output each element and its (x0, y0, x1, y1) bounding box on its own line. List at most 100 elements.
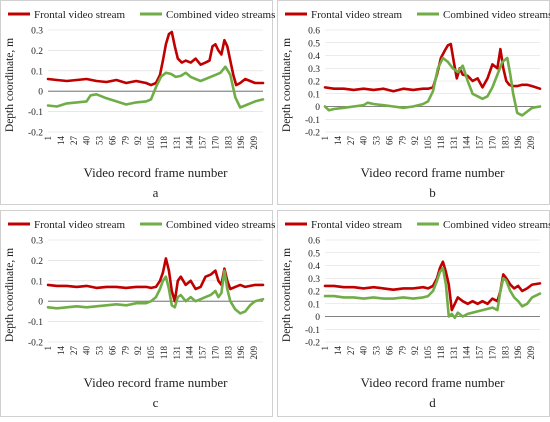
x-tick-label: 66 (107, 136, 117, 146)
x-tick-label: 79 (397, 136, 407, 146)
x-tick-label: 144 (462, 346, 472, 360)
x-tick-label: 105 (423, 346, 433, 360)
y-tick-label: -0.1 (28, 318, 43, 328)
panel-label: a (153, 185, 159, 200)
x-axis-label: Video record frame number (361, 375, 506, 390)
x-tick-label: 196 (236, 346, 246, 360)
x-tick-label: 1 (320, 136, 330, 141)
x-tick-label: 92 (410, 136, 420, 145)
x-tick-label: 14 (333, 136, 343, 146)
x-tick-label: 66 (384, 346, 394, 356)
x-tick-label: 196 (236, 136, 246, 150)
x-tick-label: 66 (384, 136, 394, 146)
x-tick-label: 131 (449, 136, 459, 150)
x-tick-label: 40 (82, 346, 92, 356)
x-tick-label: 170 (210, 346, 220, 360)
x-tick-label: 14 (56, 136, 66, 146)
x-tick-label: 118 (436, 136, 446, 150)
y-tick-label: -0.2 (28, 339, 43, 349)
x-tick-label: 118 (159, 136, 169, 150)
x-tick-label: 183 (500, 136, 510, 150)
x-tick-label: 157 (198, 346, 208, 360)
x-tick-label: 170 (487, 136, 497, 150)
x-tick-label: 144 (185, 136, 195, 150)
y-tick-label: -0.1 (305, 326, 320, 336)
y-tick-label: 0.3 (31, 27, 43, 37)
x-tick-label: 92 (133, 346, 143, 355)
y-tick-label: 0.2 (308, 78, 320, 88)
x-tick-label: 79 (120, 136, 130, 146)
x-tick-label: 170 (210, 136, 220, 150)
x-axis-label: Video record frame number (361, 165, 506, 180)
x-tick-label: 79 (397, 346, 407, 356)
y-tick-label: 0.1 (31, 277, 43, 287)
x-tick-label: 209 (526, 346, 536, 360)
x-tick-label: 144 (185, 346, 195, 360)
x-tick-label: 79 (120, 346, 130, 356)
y-tick-label: 0.2 (308, 288, 320, 298)
x-tick-label: 1 (43, 346, 53, 351)
y-tick-label: 0.3 (308, 275, 320, 285)
x-tick-label: 66 (107, 346, 117, 356)
x-tick-label: 105 (146, 136, 156, 150)
x-axis-label: Video record frame number (84, 375, 229, 390)
y-tick-label: 0.6 (308, 27, 320, 37)
y-axis-label: Depth coordinate, m (281, 248, 293, 342)
legend-label-combined: Combined video streams (166, 9, 275, 21)
x-tick-label: 157 (475, 136, 485, 150)
x-tick-label: 92 (410, 346, 420, 355)
x-axis-label: Video record frame number (84, 165, 229, 180)
y-axis-label: Depth coordinate, m (4, 248, 16, 342)
y-tick-label: 0 (38, 88, 43, 98)
y-tick-label: 0.1 (31, 67, 43, 77)
x-tick-label: 53 (372, 346, 382, 356)
y-tick-label: 0.3 (308, 65, 320, 75)
y-tick-label: 0.2 (31, 47, 43, 57)
x-tick-label: 144 (462, 136, 472, 150)
x-tick-label: 118 (159, 346, 169, 360)
y-tick-label: 0.5 (308, 249, 320, 259)
y-tick-label: 0 (315, 103, 320, 113)
y-tick-label: 0 (315, 313, 320, 323)
x-tick-label: 157 (198, 136, 208, 150)
x-tick-label: 131 (449, 346, 459, 360)
x-tick-label: 209 (249, 136, 259, 150)
x-tick-label: 92 (133, 136, 143, 145)
y-tick-label: -0.1 (305, 116, 320, 126)
y-tick-label: 0.4 (308, 262, 320, 272)
y-tick-label: -0.1 (28, 108, 43, 118)
y-tick-label: -0.2 (305, 129, 320, 139)
x-tick-label: 40 (82, 136, 92, 146)
panel-label: b (429, 185, 436, 200)
x-tick-label: 131 (172, 346, 182, 360)
legend-label-frontal: Frontal video stream (34, 219, 125, 231)
x-tick-label: 157 (475, 346, 485, 360)
x-tick-label: 196 (513, 136, 523, 150)
y-tick-label: 0.1 (308, 300, 320, 310)
x-tick-label: 118 (436, 346, 446, 360)
x-tick-label: 40 (359, 136, 369, 146)
legend-label-frontal: Frontal video stream (311, 219, 402, 231)
x-tick-label: 209 (249, 346, 259, 360)
panel-label: d (429, 395, 436, 410)
x-tick-label: 196 (513, 346, 523, 360)
legend-label-combined: Combined video streams (443, 9, 550, 21)
x-tick-label: 183 (223, 346, 233, 360)
x-tick-label: 27 (346, 346, 356, 356)
x-tick-label: 53 (372, 136, 382, 146)
y-axis-label: Depth coordinate, m (281, 38, 293, 132)
x-tick-label: 27 (346, 136, 356, 146)
x-tick-label: 105 (423, 136, 433, 150)
x-tick-label: 1 (320, 346, 330, 351)
x-tick-label: 209 (526, 136, 536, 150)
x-tick-label: 14 (333, 346, 343, 356)
panel-label: c (153, 395, 159, 410)
x-tick-label: 1 (43, 136, 53, 141)
y-tick-label: 0 (38, 298, 43, 308)
x-tick-label: 27 (69, 346, 79, 356)
